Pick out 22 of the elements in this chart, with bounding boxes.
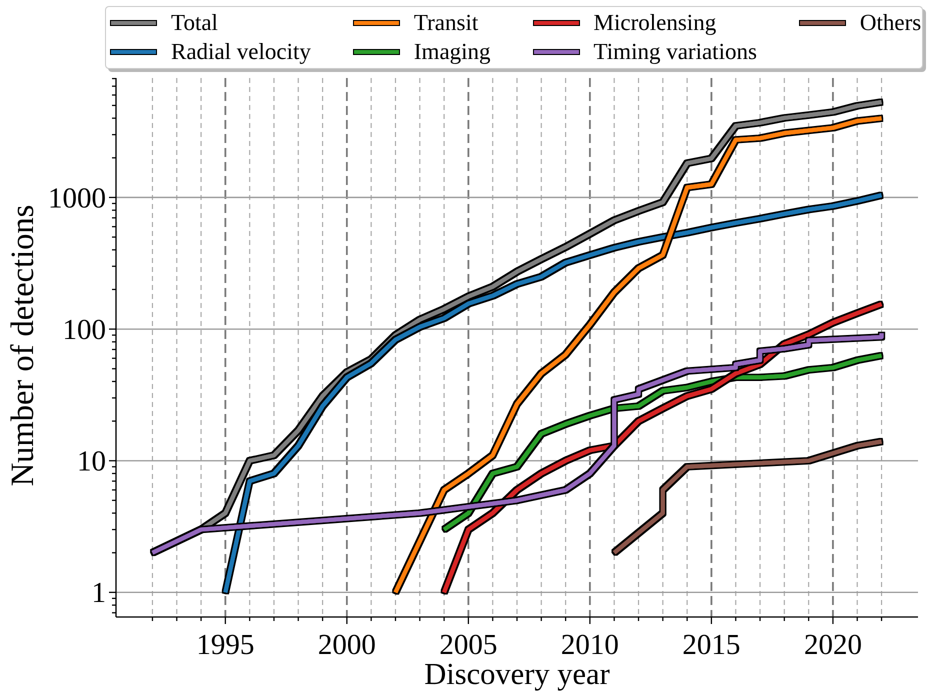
line-series (442, 302, 884, 594)
y-tick-label: 10 (77, 446, 106, 478)
y-tick-label: 1 (92, 577, 106, 610)
legend-label: Imaging (414, 39, 491, 64)
y-tick-label: 100 (62, 314, 106, 346)
x-tick-label: 2020 (804, 629, 862, 661)
legend-label: Others (860, 10, 922, 35)
legend-label: Radial velocity (171, 39, 311, 64)
legend-label: Microlensing (594, 10, 716, 35)
line-series (223, 193, 884, 594)
y-axis-title: Number of detections (5, 204, 42, 486)
x-tick-label: 2015 (682, 629, 740, 661)
line-series (442, 353, 884, 532)
legend-label: Transit (414, 10, 478, 35)
legend-label: Timing variations (594, 39, 757, 64)
y-tick-label: 1000 (48, 182, 106, 214)
x-tick-label: 1995 (196, 629, 254, 661)
legend-label: Total (171, 10, 218, 35)
line-series (612, 439, 884, 555)
x-tick-label: 2000 (318, 629, 376, 661)
line-series (150, 331, 884, 555)
line-series (393, 116, 884, 594)
